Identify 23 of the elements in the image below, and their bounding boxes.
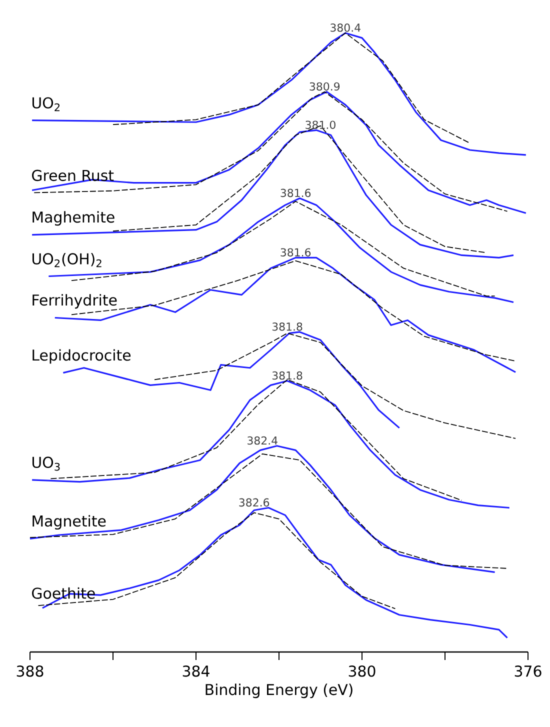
x-tick-label: 376 bbox=[514, 665, 542, 677]
series-label: UO$_{2}$(OH)$_{2}$ bbox=[32, 252, 102, 268]
series-label: Maghemite bbox=[32, 211, 114, 226]
series-label: UO$_{2}$ bbox=[32, 97, 60, 112]
annotation: 381.6 bbox=[280, 188, 311, 198]
series-label: Goethite bbox=[32, 587, 95, 599]
annotation: 381.6 bbox=[280, 248, 311, 256]
x-tick-label: 380 bbox=[348, 665, 376, 677]
annotation: 381.8 bbox=[272, 371, 302, 380]
annotation: 382.6 bbox=[239, 498, 270, 507]
x-tick-label: 388 bbox=[16, 665, 44, 677]
series-label: UO$_{3}$ bbox=[32, 456, 60, 471]
series-label: Magnetite bbox=[32, 515, 106, 530]
annotation: 381.8 bbox=[272, 322, 302, 331]
x-tick-label: 384 bbox=[182, 665, 210, 677]
series-label: Green Rust bbox=[32, 170, 114, 182]
series-label: Ferrihydrite bbox=[32, 294, 117, 309]
x-axis-title: Binding Energy (eV) bbox=[206, 684, 352, 698]
annotation: 381.0 bbox=[306, 120, 336, 129]
annotation: 380.4 bbox=[330, 24, 360, 32]
annotation: 380.9 bbox=[310, 82, 340, 91]
annotation: 382.4 bbox=[248, 436, 278, 445]
series-label: Lepidocrocite bbox=[32, 349, 131, 364]
